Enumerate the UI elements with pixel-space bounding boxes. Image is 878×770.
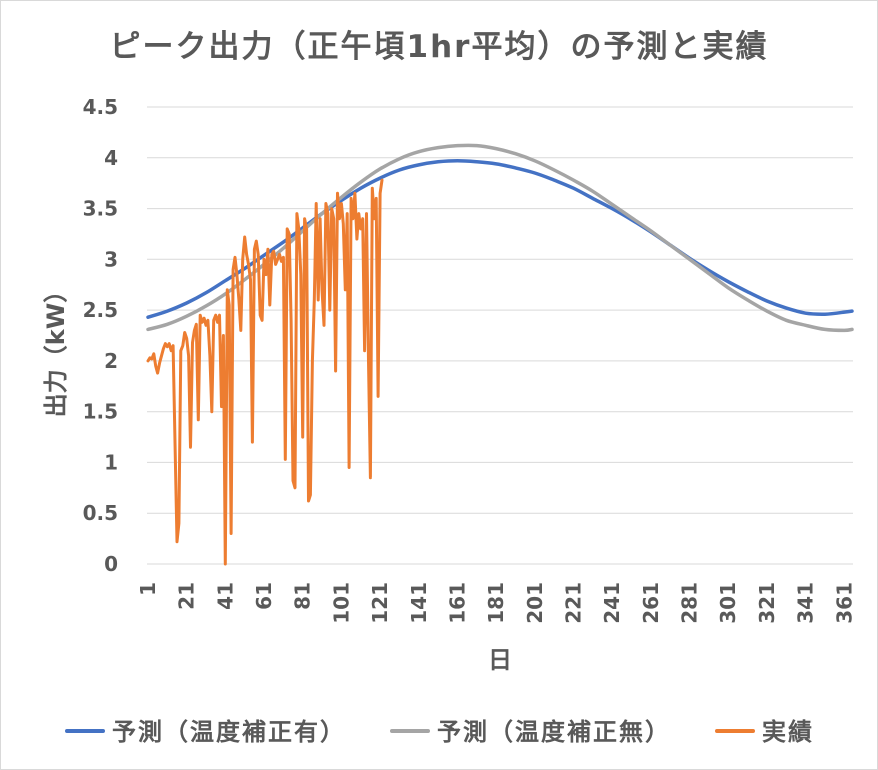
x-tick-label: 61 <box>252 582 276 610</box>
x-tick-label: 21 <box>175 582 199 610</box>
y-tick-label: 2 <box>104 349 118 373</box>
x-tick-label: 321 <box>755 582 779 624</box>
legend-item-forecast-uncorrected: 予測（温度補正無） <box>390 718 671 746</box>
x-tick-label: 221 <box>562 582 586 624</box>
chart-title: ピーク出力（正午頃1hr平均）の予測と実績 <box>110 29 769 65</box>
y-axis-title: 出力（kW） <box>42 279 70 417</box>
x-tick-label: 101 <box>329 582 353 624</box>
y-tick-label: 4.5 <box>83 95 118 119</box>
x-tick-label: 181 <box>484 582 508 624</box>
y-tick-label: 4 <box>104 146 118 170</box>
x-tick-label: 41 <box>213 582 237 610</box>
y-tick-label: 0.5 <box>83 501 118 525</box>
x-tick-label: 201 <box>523 582 547 624</box>
y-axis-tick-labels: 0 0.5 1 1.5 2 2.5 3 3.5 4 4.5 <box>83 95 118 576</box>
y-tick-label: 1.5 <box>83 400 118 424</box>
x-tick-label: 81 <box>291 582 315 610</box>
y-tick-label: 1 <box>104 450 118 474</box>
legend-label-actual: 実績 <box>762 718 814 746</box>
x-tick-label: 121 <box>368 582 392 624</box>
x-tick-label: 241 <box>600 582 624 624</box>
x-tick-label: 261 <box>639 582 663 624</box>
legend-item-actual: 実績 <box>715 718 814 746</box>
y-tick-label: 2.5 <box>83 298 118 322</box>
legend-label-forecast-corrected: 予測（温度補正有） <box>112 718 346 746</box>
x-tick-label: 301 <box>716 582 740 624</box>
x-tick-label: 141 <box>407 582 431 624</box>
y-tick-label: 3.5 <box>83 197 118 221</box>
x-tick-label: 161 <box>445 582 469 624</box>
forecast-with-temp-correction-line <box>146 159 854 319</box>
plot-series <box>146 143 854 566</box>
legend-item-forecast-corrected: 予測（温度補正有） <box>65 718 346 746</box>
y-tick-label: 3 <box>104 247 118 271</box>
x-tick-label: 281 <box>678 582 702 624</box>
x-tick-label: 1 <box>136 582 160 596</box>
actual-output-line <box>146 178 384 566</box>
legend: 予測（温度補正有） 予測（温度補正無） 実績 <box>65 718 814 746</box>
legend-label-forecast-uncorrected: 予測（温度補正無） <box>437 718 671 746</box>
x-axis-title: 日 <box>488 646 512 674</box>
x-axis-tick-labels: 1 21 41 61 81 101 121 141 161 181 201 221 241 261 281 3… <box>136 582 856 624</box>
x-tick-label: 341 <box>794 582 818 624</box>
x-tick-label: 361 <box>832 582 856 624</box>
y-tick-label: 0 <box>104 552 118 576</box>
